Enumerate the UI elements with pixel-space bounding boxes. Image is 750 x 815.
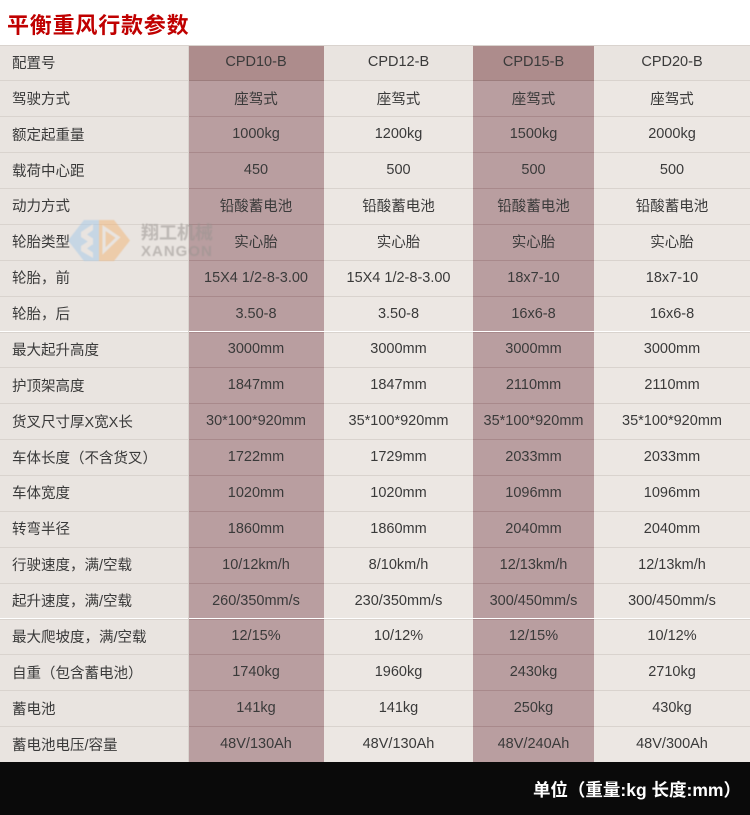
svg-text:翔工机械: 翔工机械 xyxy=(141,223,213,243)
svg-text:XANGON: XANGON xyxy=(141,243,213,260)
